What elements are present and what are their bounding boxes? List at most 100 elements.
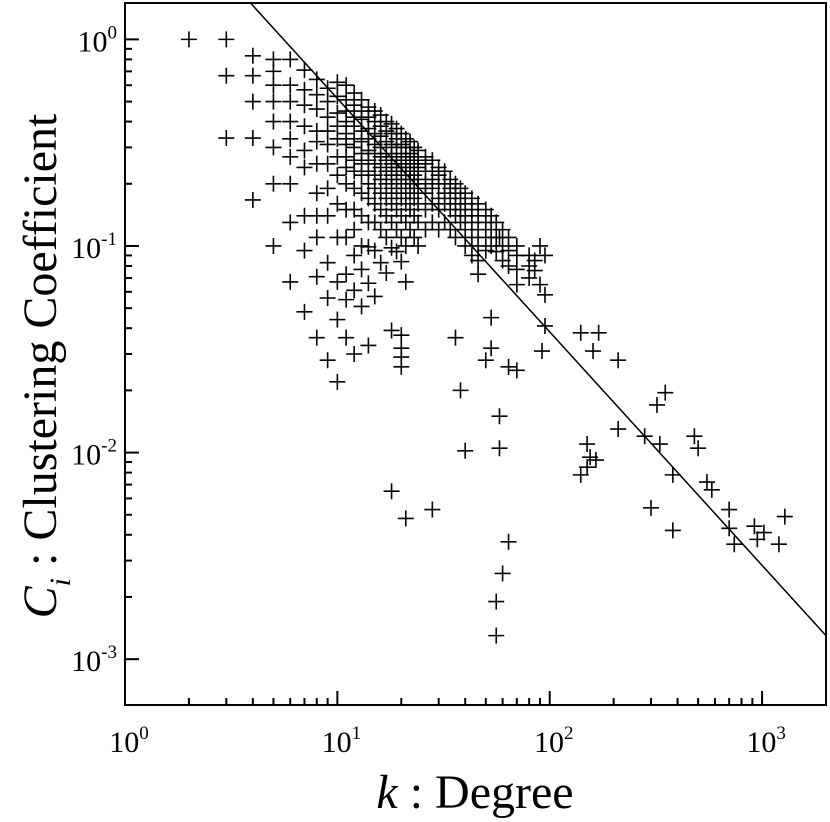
data-point: [319, 207, 336, 224]
data-point: [572, 466, 589, 483]
y-tick-label: 10-2: [71, 436, 117, 472]
data-point: [319, 352, 336, 369]
y-axis-var: C: [14, 585, 67, 618]
data-point: [282, 214, 299, 231]
y-tick-label: 10-1: [71, 229, 117, 265]
data-point: [282, 77, 299, 94]
data-point: [218, 130, 235, 147]
data-point: [755, 524, 772, 541]
data-point: [447, 229, 464, 246]
data-point: [508, 362, 525, 379]
data-point: [657, 384, 674, 401]
data-point: [353, 237, 370, 254]
data-point: [579, 436, 596, 453]
data-point: [308, 101, 325, 118]
data-point: [329, 373, 346, 390]
y-tick-label: 10-3: [71, 642, 117, 678]
data-point: [500, 242, 517, 259]
data-point: [308, 133, 325, 150]
data-point: [319, 155, 336, 172]
data-point: [346, 282, 363, 299]
data-point: [397, 273, 414, 290]
data-point: [296, 142, 313, 159]
x-tick-label: 102: [534, 723, 574, 759]
data-point: [372, 254, 389, 271]
data-point: [353, 207, 370, 224]
data-point: [610, 352, 627, 369]
data-point: [776, 508, 793, 525]
x-axis-sep: :: [398, 766, 435, 819]
data-point: [360, 275, 377, 292]
data-point: [353, 261, 370, 278]
x-tick-label: 100: [109, 723, 149, 759]
data-point: [319, 180, 336, 197]
data-point: [265, 237, 282, 254]
data-point: [488, 627, 505, 644]
data-point: [500, 257, 517, 274]
data-point: [282, 51, 299, 68]
y-axis-sub: i: [44, 578, 77, 586]
data-point: [410, 214, 427, 231]
data-point: [703, 481, 720, 498]
data-point: [338, 175, 355, 192]
data-point: [265, 93, 282, 110]
x-axis-text: Degree: [435, 766, 574, 819]
data-point: [500, 358, 517, 375]
data-point: [488, 214, 505, 231]
data-point: [424, 501, 441, 518]
data-point: [329, 74, 346, 91]
data-point: [329, 167, 346, 184]
x-axis-var: k: [376, 766, 399, 819]
data-point: [483, 309, 500, 326]
data-point: [346, 201, 363, 218]
x-axis-title: k : Degree: [376, 766, 573, 819]
x-axis-ticks: 100 101 102 103: [109, 691, 827, 759]
data-point: [447, 329, 464, 346]
power-law-fit-line: [249, 2, 827, 637]
data-point: [308, 229, 325, 246]
data-point: [610, 421, 627, 438]
data-point: [338, 229, 355, 246]
data-point: [338, 291, 355, 308]
data-point: [244, 93, 261, 110]
data-point: [296, 62, 313, 79]
data-point: [308, 329, 325, 346]
data-point: [366, 288, 383, 305]
y-tick-label: 100: [78, 22, 118, 58]
data-point: [346, 346, 363, 362]
data-point: [329, 273, 346, 290]
data-point: [180, 31, 197, 48]
data-point: [452, 382, 469, 399]
data-point: [319, 123, 336, 140]
data-point: [265, 175, 282, 192]
data-point: [500, 533, 517, 550]
data-point: [406, 229, 423, 246]
data-point: [686, 428, 703, 445]
data-point: [244, 130, 261, 147]
x-tick-label: 101: [322, 723, 362, 759]
data-point: [308, 86, 325, 103]
data-point: [282, 93, 299, 110]
data-point: [393, 253, 410, 270]
y-axis-text: Clustering Coefficient: [14, 113, 67, 541]
data-point: [282, 273, 299, 290]
data-point: [526, 262, 543, 279]
data-point: [463, 229, 480, 246]
data-point: [651, 436, 668, 453]
y-axis-title: Ci : Clustering Coefficient: [14, 113, 77, 618]
data-point: [470, 266, 487, 283]
data-point: [508, 276, 525, 293]
data-point: [218, 31, 235, 48]
data-point: [494, 565, 511, 582]
data-point: [329, 88, 346, 105]
data-point: [579, 459, 596, 476]
data-point: [749, 531, 766, 548]
data-point: [296, 303, 313, 320]
data-point: [366, 242, 383, 259]
data-point: [282, 175, 299, 192]
data-point: [329, 311, 346, 328]
data-point: [265, 77, 282, 94]
data-point: [319, 93, 336, 110]
data-point: [360, 238, 377, 255]
data-point: [491, 408, 508, 425]
